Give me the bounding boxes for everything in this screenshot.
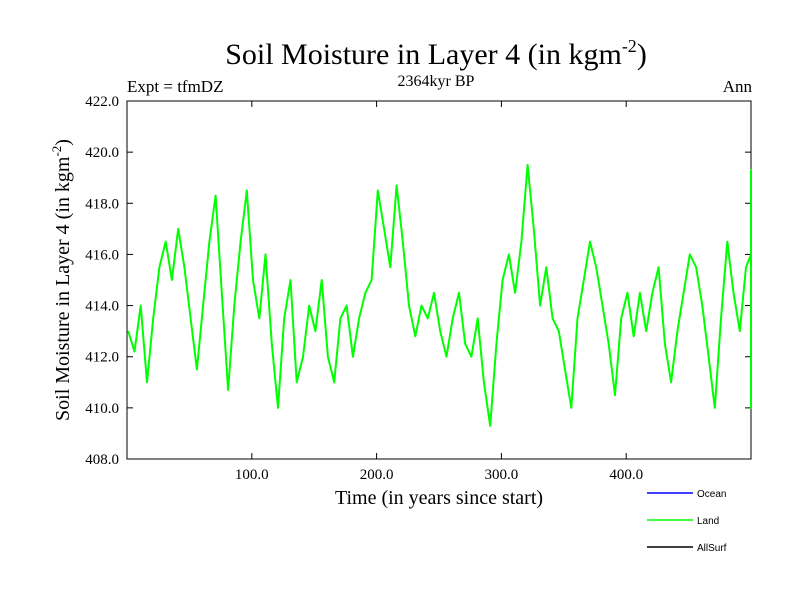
experiment-label: Expt = tfmDZ	[127, 77, 223, 96]
chart-title: Soil Moisture in Layer 4 (in kgm-2)	[225, 36, 647, 71]
x-tick-label: 100.0	[235, 467, 269, 483]
series-layer	[127, 163, 752, 427]
x-tick-label: 300.0	[485, 467, 519, 483]
y-axis-title: Soil Moisture in Layer 4 (in kgm-2)	[49, 139, 74, 421]
y-tick-label: 408.0	[85, 452, 119, 468]
y-tick-label: 412.0	[85, 350, 119, 366]
y-tick-label: 420.0	[85, 145, 119, 161]
legend-label-land: Land	[697, 516, 719, 527]
y-tick-label: 414.0	[85, 299, 119, 315]
chart-subtitle: 2364kyr BP	[398, 73, 475, 90]
x-tick-label: 200.0	[360, 467, 394, 483]
legend-label-ocean: Ocean	[697, 489, 726, 500]
x-axis-title: Time (in years since start)	[335, 487, 543, 509]
series-line-land	[127, 163, 752, 427]
legend-label-allsurf: AllSurf	[697, 543, 727, 554]
x-tick-label: 400.0	[609, 467, 643, 483]
season-label: Ann	[723, 77, 753, 96]
y-tick-label: 422.0	[85, 94, 119, 110]
y-tick-label: 416.0	[85, 247, 119, 263]
y-tick-label: 418.0	[85, 196, 119, 212]
y-tick-label: 410.0	[85, 401, 119, 417]
legend: Ocean Land AllSurf	[647, 489, 727, 554]
y-axis: 408.0 410.0 412.0 414.0 416.0 418.0 420.0 422.0	[85, 94, 751, 468]
x-axis: 100.0 200.0 300.0 400.0	[235, 101, 643, 483]
